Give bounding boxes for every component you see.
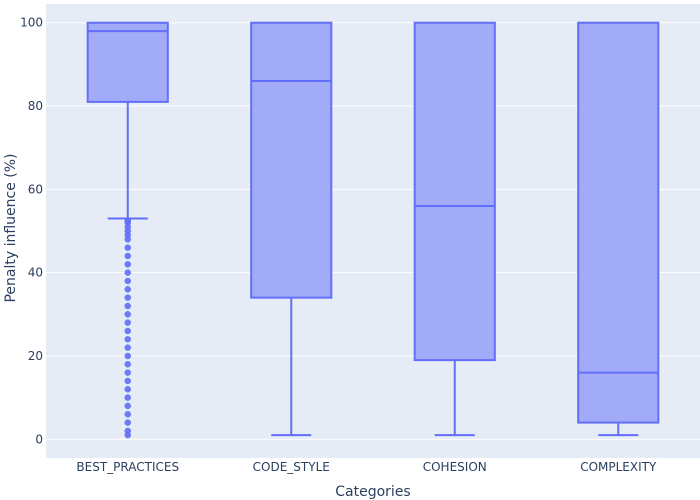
outlier-point [124, 377, 131, 385]
x-tick-label: BEST_PRACTICES [76, 460, 179, 474]
outlier-point [124, 402, 131, 410]
outlier-point [124, 236, 131, 243]
iqr-box [250, 21, 333, 299]
box-cohesion [413, 21, 496, 437]
outlier-point [124, 286, 131, 293]
box-code-style [250, 21, 333, 437]
outlier-point [124, 369, 131, 376]
y-tick-label: 20 [28, 349, 43, 363]
outlier-point [124, 319, 131, 326]
x-tick-label: COHESION [423, 460, 487, 474]
box-best-practices [86, 21, 169, 439]
y-tick-label: 80 [28, 99, 43, 113]
x-axis-ticks: BEST_PRACTICES CODE_STYLE COHESION COMPLEXI… [76, 460, 657, 474]
x-axis-title: Categories [335, 484, 410, 500]
outlier-point [124, 294, 131, 301]
outlier-point [124, 244, 131, 251]
iqr-box [577, 21, 660, 424]
box-series [86, 21, 660, 439]
x-tick-label: COMPLEXITY [580, 460, 657, 474]
outlier-point [124, 386, 131, 393]
outlier-point [124, 311, 131, 318]
outlier-point [124, 361, 131, 368]
outlier-point [124, 419, 131, 426]
y-tick-label: 0 [35, 432, 43, 446]
outlier-point [124, 277, 131, 285]
outlier-point [124, 269, 131, 276]
y-tick-label: 60 [28, 182, 43, 196]
outlier-point [124, 252, 131, 260]
outlier-point [124, 302, 131, 310]
outlier-point [124, 336, 131, 343]
outlier-point [124, 411, 131, 418]
y-tick-label: 100 [20, 16, 43, 30]
iqr-box [413, 21, 496, 362]
outlier-point [124, 431, 131, 439]
y-axis-title: Penalty influence (%) [3, 153, 19, 302]
iqr-box [86, 21, 169, 103]
outlier-point [124, 394, 131, 401]
outlier-point [124, 327, 131, 335]
outlier-point [124, 344, 131, 351]
outlier-point [124, 352, 131, 360]
y-axis-ticks: 0 20 40 60 80 100 [20, 16, 43, 447]
box-complexity [577, 21, 660, 437]
x-tick-label: CODE_STYLE [253, 460, 330, 474]
y-tick-label: 40 [28, 266, 43, 280]
outlier-point [124, 261, 131, 268]
